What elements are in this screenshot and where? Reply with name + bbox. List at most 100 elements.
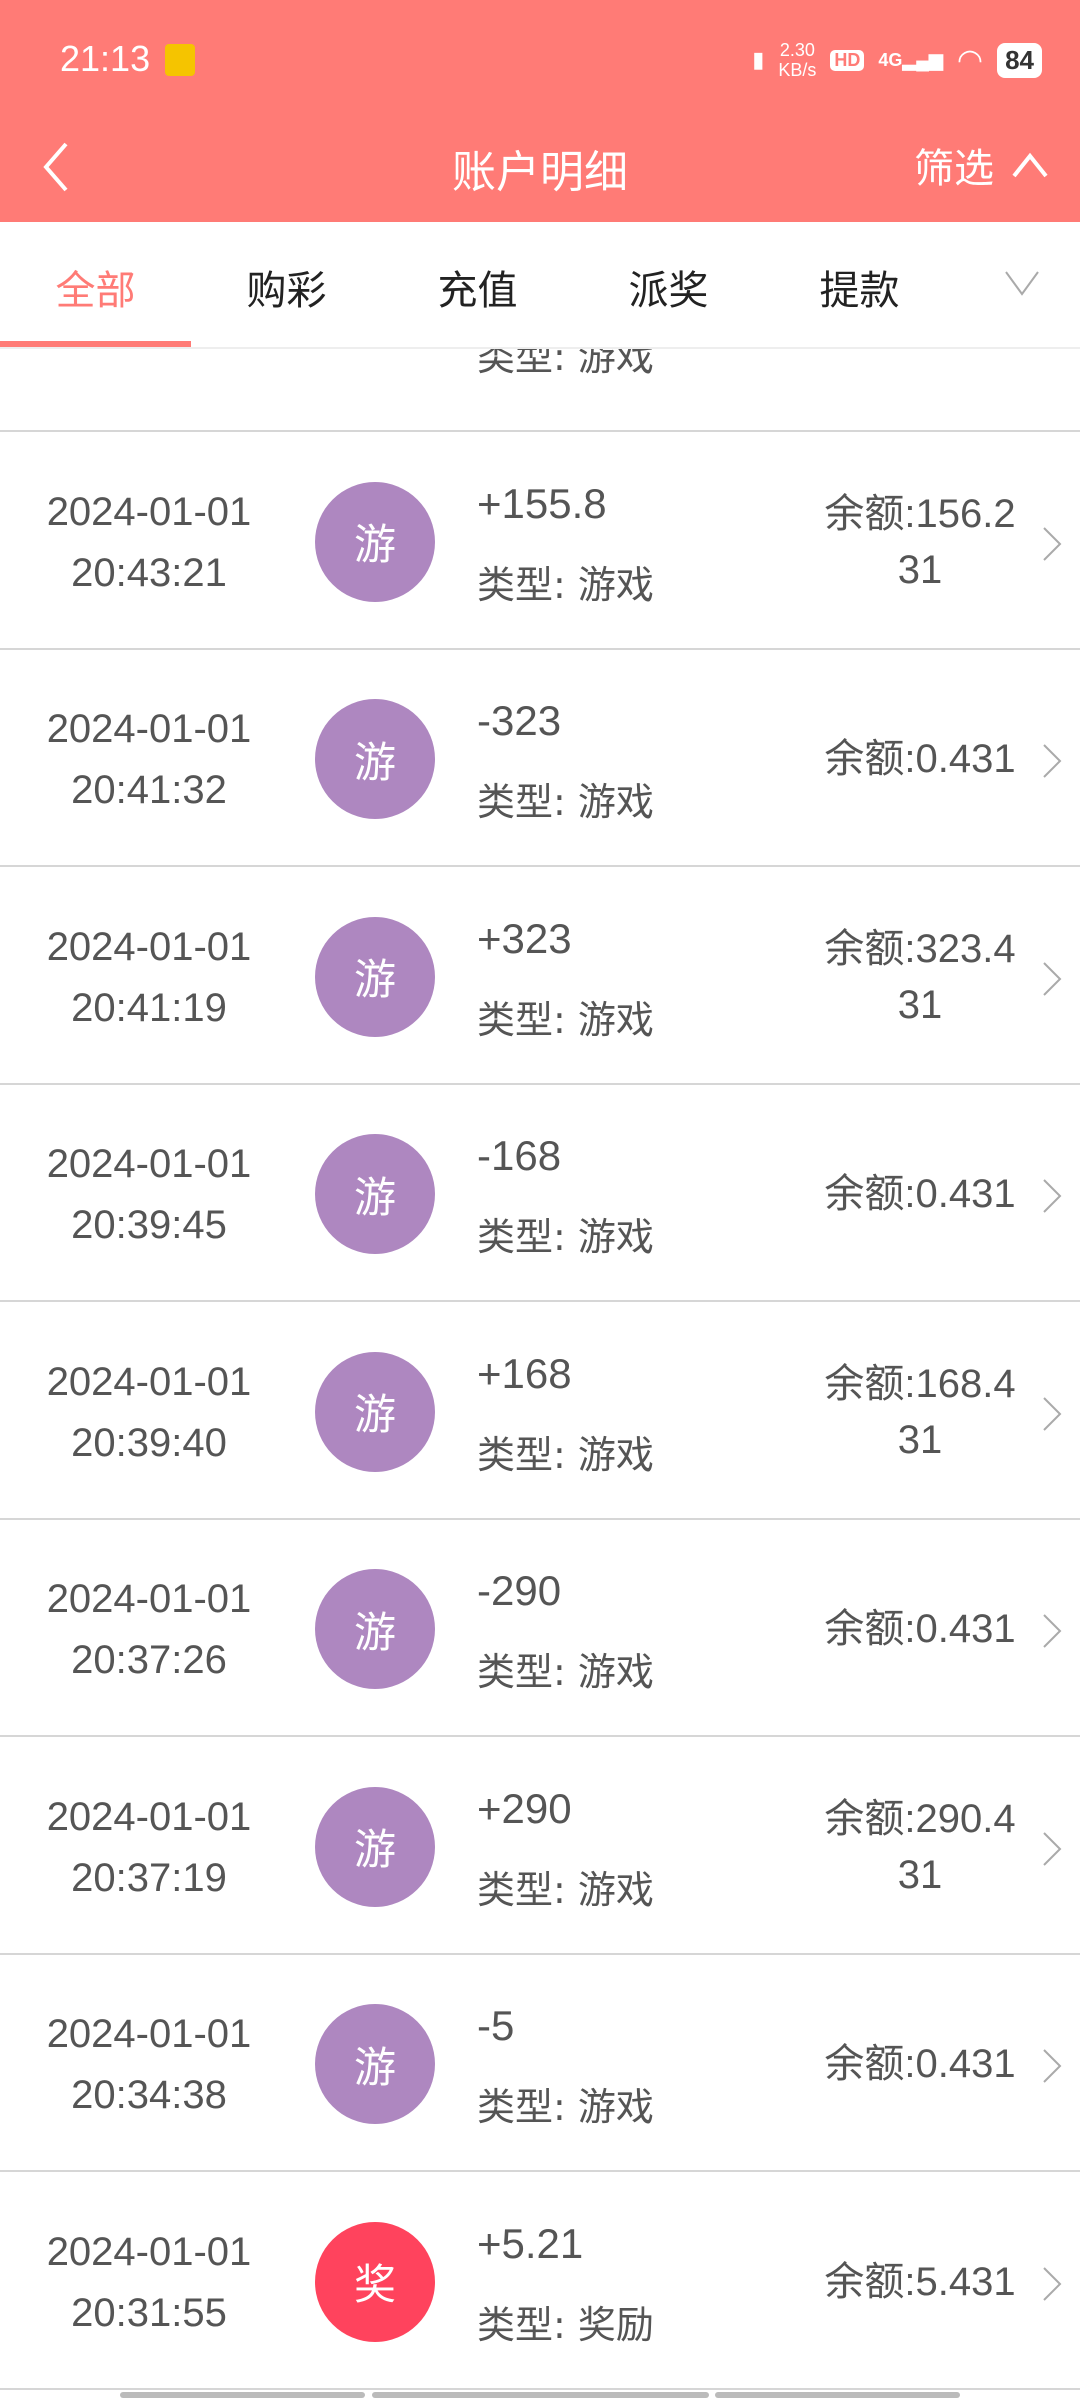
scroll-indicator: [120, 2392, 365, 2398]
battery-icon: 84: [997, 42, 1042, 78]
type-badge: 游: [315, 699, 435, 819]
transaction-type: 类型: 游戏: [477, 349, 654, 379]
chevron-right-icon[interactable]: [1040, 1176, 1064, 1216]
balance: 余额:168.431: [820, 1352, 1020, 1472]
balance-text: 余额:168.431: [824, 1361, 1016, 1462]
transaction-datetime: 2024-01-01 20:41:32: [0, 699, 298, 821]
net-speed-value: 2.30: [779, 40, 815, 60]
transaction-date: 2024-01-01: [46, 2229, 252, 2274]
chevron-right-icon[interactable]: [1040, 2046, 1064, 2086]
balance: 余额:323.431: [820, 917, 1020, 1037]
type-badge: 游: [315, 1786, 435, 1907]
balance: 余额:290.431: [820, 1787, 1020, 1907]
tab-bar: 全部 购彩 充值 派奖 提款: [0, 222, 1080, 349]
chevron-right-icon[interactable]: [1040, 1611, 1064, 1651]
chevron-right-icon[interactable]: [1040, 2264, 1064, 2304]
tab-all[interactable]: 全部: [55, 268, 136, 314]
tab-withdraw[interactable]: 提款: [819, 268, 900, 314]
balance-text: 余额:0.431: [824, 737, 1016, 781]
balance-text: 余额:156.231: [824, 491, 1016, 592]
list-item[interactable]: 2024-01-01 20:39:40 游 +168 类型: 游戏 余额:168…: [0, 1302, 1080, 1520]
filter-label: 筛选: [914, 146, 994, 192]
transaction-amount: -168: [477, 1132, 562, 1179]
transaction-date: 2024-01-01: [46, 2012, 252, 2056]
transaction-type: 类型: 游戏: [477, 780, 654, 824]
transaction-type: 类型: 游戏: [477, 562, 654, 607]
list-item[interactable]: 2024-01-01 20:39:45 游 -168 类型: 游戏 余额:0.4…: [0, 1084, 1080, 1302]
balance-text: 余额:5.431: [824, 2259, 1016, 2304]
type-badge: 游: [315, 1569, 435, 1689]
back-icon[interactable]: [40, 132, 100, 202]
tab-payout[interactable]: 派奖: [628, 268, 709, 314]
transaction-time: 20:41:32: [71, 768, 227, 812]
transaction-datetime: 2024-01-01 20:41:19: [0, 917, 298, 1039]
transaction-date: 2024-01-01: [46, 489, 252, 534]
transaction-datetime: 2024-01-01 20:39:45: [0, 1134, 298, 1256]
transaction-datetime: 2024-01-01 20:39:40: [0, 1352, 298, 1474]
balance-text: 余额:323.431: [824, 926, 1016, 1027]
chevron-right-icon[interactable]: [1040, 1394, 1064, 1434]
tab-recharge[interactable]: 充值: [437, 268, 518, 314]
transaction-amount: -323: [477, 697, 562, 744]
balance: 余额:0.431: [820, 699, 1020, 819]
transaction-type: 类型: 游戏: [477, 2085, 654, 2129]
transaction-type: 类型: 奖励: [477, 2302, 654, 2347]
transaction-amount: +290: [477, 1784, 572, 1832]
transaction-date: 2024-01-01: [46, 1359, 252, 1404]
status-bar: 21:13 ▮ 2.30 KB/s HD 4G▂▄▆ ◠ 84: [0, 0, 1080, 120]
balance: 余额:5.431: [820, 2222, 1020, 2342]
list-item[interactable]: 20:44:06 游 类型: 游戏 额:0.231: [0, 349, 1080, 432]
transaction-datetime: 2024-01-01 20:37:26: [0, 1569, 298, 1691]
app-notification-icon: [165, 44, 195, 76]
tab-lottery[interactable]: 购彩: [246, 268, 327, 314]
transaction-time: 20:37:19: [71, 1855, 227, 1900]
type-badge: 游: [315, 1134, 435, 1254]
chevron-right-icon[interactable]: [1040, 524, 1064, 564]
balance-text: 余额:290.431: [824, 1796, 1016, 1897]
chevron-right-icon[interactable]: [1040, 741, 1064, 781]
chevron-right-icon[interactable]: [1040, 959, 1064, 999]
wifi-icon: ◠: [956, 43, 984, 77]
balance: 额:0.231: [820, 349, 1020, 384]
transaction-time: 20:39:40: [71, 1420, 227, 1465]
list-item[interactable]: 2024-01-01 20:34:38 游 -5 类型: 游戏 余额:0.431: [0, 1954, 1080, 2172]
scroll-indicator: [372, 2392, 709, 2398]
transaction-list[interactable]: 20:44:06 游 类型: 游戏 额:0.231 2024-01-01 20:…: [0, 349, 1080, 2400]
list-item[interactable]: 2024-01-01 20:37:26 游 -290 类型: 游戏 余额:0.4…: [0, 1519, 1080, 1737]
transaction-type: 类型: 游戏: [477, 1867, 654, 1912]
list-item[interactable]: 2024-01-01 20:31:55 奖 +5.21 类型: 奖励 余额:5.…: [0, 2172, 1080, 2390]
transaction-type: 类型: 游戏: [477, 1650, 654, 1694]
transaction-time: 20:41:19: [71, 985, 227, 1030]
transaction-datetime: 2024-01-01 20:43:21: [0, 482, 298, 604]
nav-bar: 账户明细 筛选: [0, 120, 1080, 222]
transaction-amount: -290: [477, 1567, 562, 1614]
transaction-type: 类型: 游戏: [477, 1215, 654, 1259]
chevron-right-icon[interactable]: [1040, 1829, 1064, 1869]
transaction-date: 2024-01-01: [46, 707, 252, 751]
balance: 余额:0.431: [820, 2004, 1020, 2124]
list-item[interactable]: 2024-01-01 20:41:32 游 -323 类型: 游戏 余额:0.4…: [0, 649, 1080, 867]
filter-button[interactable]: 筛选: [914, 136, 1050, 194]
chevron-down-icon[interactable]: [1002, 268, 1042, 298]
scroll-indicator: [715, 2392, 960, 2398]
net-speed: 2.30 KB/s: [778, 40, 816, 80]
transaction-date: 2024-01-01: [46, 1142, 252, 1186]
transaction-date: 2024-01-01: [46, 1577, 252, 1621]
signal-icon: 4G▂▄▆: [878, 49, 943, 70]
list-item[interactable]: 2024-01-01 20:43:21 游 +155.8 类型: 游戏 余额:1…: [0, 432, 1080, 650]
transaction-time: 20:31:55: [71, 2290, 227, 2335]
transaction-time: 20:43:21: [71, 550, 227, 595]
page-title: 账户明细: [452, 147, 628, 198]
list-item[interactable]: 2024-01-01 20:41:19 游 +323 类型: 游戏 余额:323…: [0, 867, 1080, 1085]
app-header: 21:13 ▮ 2.30 KB/s HD 4G▂▄▆ ◠ 84 账户明细 筛选: [0, 0, 1080, 222]
transaction-amount: +323: [477, 914, 572, 962]
transaction-time: 20:37:26: [71, 1638, 227, 1682]
net-speed-unit: KB/s: [778, 60, 817, 80]
type-badge: 奖: [315, 2221, 435, 2342]
transaction-datetime: 2024-01-01 20:37:19: [0, 1787, 298, 1909]
transaction-amount: -5: [477, 2002, 515, 2049]
balance-text: 余额:0.431: [824, 1607, 1016, 1651]
balance: 余额:0.431: [820, 1569, 1020, 1689]
chevron-up-icon: [1012, 152, 1048, 178]
list-item[interactable]: 2024-01-01 20:37:19 游 +290 类型: 游戏 余额:290…: [0, 1737, 1080, 1955]
